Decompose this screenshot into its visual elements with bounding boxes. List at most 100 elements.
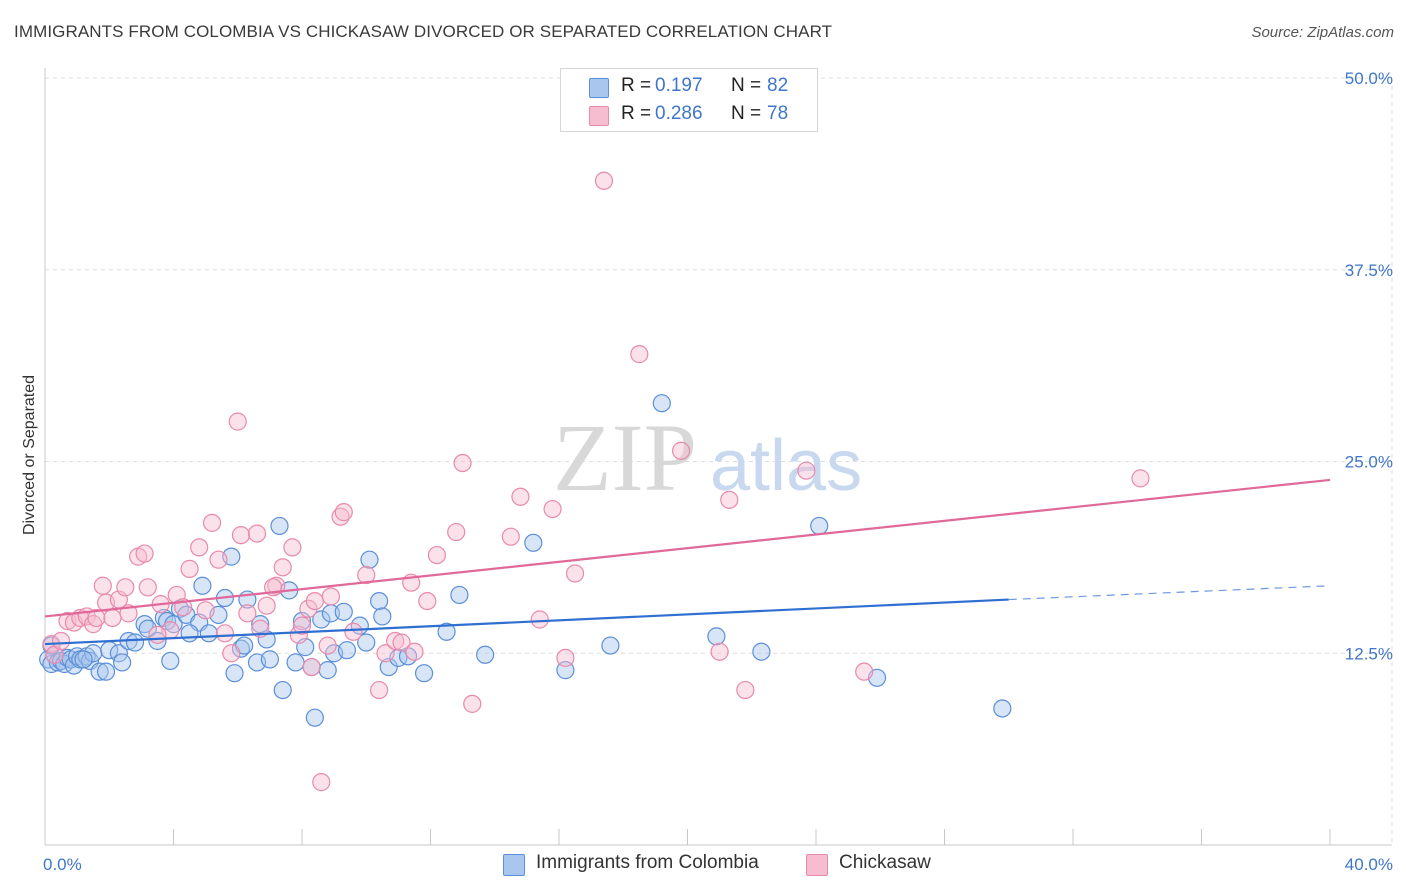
chickasaw-point-2 — [51, 631, 71, 651]
chickasaw-point-69 — [710, 642, 729, 661]
chickasaw-point-11 — [103, 608, 122, 628]
stats-legend: R = 0.197 N = 82 R = 0.286 N = 78 — [560, 68, 818, 132]
legend-row-chickasaw: R = 0.286 N = 78 — [561, 101, 817, 129]
colombia-trend-extension — [1008, 585, 1331, 601]
chickasaw-point-43 — [312, 773, 331, 792]
legend-label-colombia: Immigrants from Colombia — [536, 852, 759, 873]
chickasaw-point-37 — [283, 538, 302, 557]
chickasaw-point-9 — [93, 576, 112, 595]
series-colombia-points — [39, 394, 1012, 727]
chickasaw-point-66 — [594, 171, 614, 190]
colombia-point-75 — [74, 650, 93, 669]
y-tick-label-2: 37.5% — [1345, 261, 1393, 280]
legend-row-colombia: R = 0.197 N = 82 — [561, 73, 817, 101]
colombia-point-65 — [524, 533, 543, 552]
chickasaw-point-48 — [344, 622, 363, 641]
chickasaw-point-73 — [855, 662, 874, 681]
chickasaw-point-30 — [231, 526, 251, 545]
x-tick-label-0: 0.0% — [43, 855, 82, 874]
chickasaw-point-72 — [797, 461, 816, 480]
chickasaw-point-52 — [386, 631, 405, 651]
legend-swatch-pink — [589, 106, 609, 126]
chickasaw-point-71 — [736, 680, 755, 700]
x-tick-label-1: 40.0% — [1345, 855, 1393, 874]
chickasaw-point-36 — [273, 558, 292, 577]
legend-n-label: N = — [731, 103, 762, 124]
chickasaw-point-32 — [247, 524, 267, 543]
colombia-point-67 — [601, 636, 620, 655]
colombia-point-77 — [161, 651, 180, 671]
chickasaw-point-54 — [405, 642, 424, 661]
colombia-point-34 — [225, 664, 244, 683]
colombia-point-70 — [752, 642, 771, 661]
chickasaw-point-29 — [228, 412, 247, 431]
colombia-point-71 — [810, 516, 829, 536]
chickasaw-point-58 — [453, 453, 472, 473]
watermark-zip: ZIP — [553, 404, 697, 511]
colombia-point-57 — [370, 591, 389, 611]
colombia-point-39 — [251, 615, 270, 634]
colombia-point-79 — [257, 630, 276, 649]
chickasaw-point-23 — [190, 538, 209, 557]
colombia-point-29 — [193, 576, 212, 595]
colombia-point-55 — [357, 633, 376, 652]
chickasaw-point-34 — [257, 596, 276, 615]
colombia-point-80 — [318, 661, 337, 680]
legend-r-value: 0.286 — [655, 103, 703, 124]
chickasaw-point-55 — [418, 591, 437, 611]
legend-r-label: R = — [621, 75, 652, 96]
colombia-point-64 — [476, 645, 495, 664]
legend-swatch-chickasaw — [806, 854, 828, 876]
chickasaw-point-59 — [463, 694, 482, 713]
chickasaw-point-24 — [196, 601, 215, 620]
colombia-point-14 — [90, 662, 109, 681]
chickasaw-point-41 — [302, 657, 321, 677]
colombia-point-63 — [450, 585, 469, 605]
colombia-point-49 — [312, 610, 331, 629]
legend-swatch-colombia — [503, 854, 525, 876]
colombia-point-42 — [273, 680, 292, 700]
colombia-point-21 — [138, 619, 157, 638]
chickasaw-point-22 — [180, 559, 199, 578]
colombia-point-41 — [270, 516, 289, 536]
chickasaw-point-60 — [501, 527, 520, 546]
axes — [44, 68, 1392, 846]
colombia-point-15 — [96, 662, 116, 681]
watermark: ZIP atlas — [553, 404, 862, 511]
chickasaw-point-50 — [370, 680, 389, 700]
chickasaw-point-67 — [630, 345, 649, 364]
chickasaw-point-31 — [238, 604, 257, 623]
chickasaw-point-28 — [222, 644, 241, 663]
chickasaw-point-61 — [511, 487, 530, 506]
chickasaw-point-13 — [116, 578, 135, 597]
legend-n-value: 82 — [767, 75, 789, 96]
chickasaw-point-53 — [392, 633, 411, 652]
source-label: Source: ZipAtlas.com — [1251, 24, 1394, 41]
colombia-point-35 — [231, 639, 251, 658]
watermark-atlas: atlas — [710, 426, 862, 506]
y-tick-label-0: 12.5% — [1345, 644, 1393, 663]
chart-title: IMMIGRANTS FROM COLOMBIA VS CHICKASAW DI… — [14, 22, 833, 41]
chickasaw-point-42 — [305, 591, 324, 611]
colombia-point-53 — [337, 641, 357, 660]
y-tick-labels: 12.5% 25.0% 37.5% 50.0% — [1345, 69, 1393, 663]
y-tick-label-3: 50.0% — [1345, 69, 1393, 88]
colombia-point-59 — [379, 657, 398, 677]
colombia-trend-line — [44, 598, 1009, 646]
colombia-point-22 — [148, 631, 167, 651]
chickasaw-point-56 — [427, 545, 447, 565]
colombia-point-62 — [437, 622, 456, 641]
legend-label-chickasaw: Chickasaw — [839, 852, 931, 873]
chickasaw-point-74 — [1131, 469, 1150, 488]
legend-n-label: N = — [731, 75, 762, 96]
chickasaw-point-44 — [318, 636, 337, 655]
legend-n-value: 78 — [767, 103, 789, 124]
chickasaw-point-39 — [292, 616, 312, 635]
chickasaw-point-27 — [215, 624, 234, 643]
chickasaw-point-17 — [138, 578, 157, 597]
colombia-point-48 — [305, 708, 324, 727]
chickasaw-point-25 — [202, 513, 222, 532]
colombia-point-19 — [125, 633, 145, 652]
colombia-point-76 — [112, 653, 132, 672]
